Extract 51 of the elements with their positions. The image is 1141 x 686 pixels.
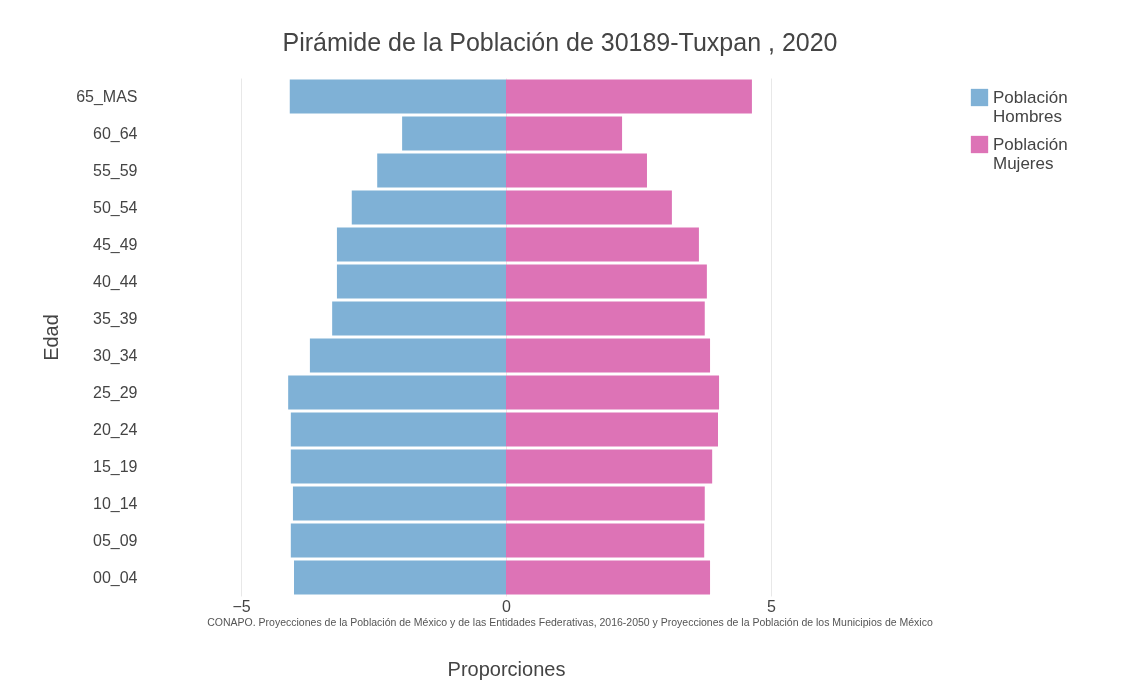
bar bbox=[290, 523, 506, 558]
bar bbox=[506, 190, 672, 225]
bar bbox=[309, 338, 506, 373]
y-tick-label: 25_29 bbox=[93, 383, 138, 402]
bar bbox=[506, 301, 705, 336]
y-tick-label: 00_04 bbox=[93, 568, 138, 587]
x-tick-label: 0 bbox=[502, 597, 512, 615]
y-tick-label: 40_44 bbox=[93, 272, 138, 291]
y-tick-label: 20_24 bbox=[93, 420, 138, 439]
bar bbox=[506, 338, 711, 373]
bar bbox=[288, 375, 506, 410]
bar bbox=[506, 412, 718, 447]
y-tick-label: 15_19 bbox=[93, 457, 138, 476]
bar bbox=[290, 449, 506, 484]
bar bbox=[336, 264, 506, 299]
x-tick-label: −5 bbox=[232, 597, 251, 615]
chart-title: Pirámide de la Población de 30189-Tuxpan , 2020 bbox=[282, 28, 838, 56]
bar bbox=[506, 560, 711, 595]
bar bbox=[336, 227, 506, 262]
y-axis-title: Edad bbox=[40, 314, 63, 361]
y-tick-label: 45_49 bbox=[93, 235, 138, 254]
x-axis-title: Proporciones bbox=[447, 657, 566, 680]
bar bbox=[506, 449, 713, 484]
y-tick-label: 30_34 bbox=[93, 346, 138, 365]
bar bbox=[351, 190, 506, 225]
y-tick-label: 10_14 bbox=[93, 494, 138, 513]
bar bbox=[402, 116, 506, 151]
y-tick-label: 50_54 bbox=[93, 198, 138, 217]
y-tick-label: 55_59 bbox=[93, 161, 138, 180]
bar bbox=[290, 412, 506, 447]
text: CONAPO. Proyecciones de la Población de México y de las Entidades Federativas, 2016-2050 y Proyecciones de la Población de los Municipios de México bbox=[207, 616, 933, 628]
bar bbox=[506, 375, 720, 410]
y-tick-label: 05_09 bbox=[93, 531, 138, 550]
bar bbox=[292, 486, 506, 521]
x-tick-label: 5 bbox=[767, 597, 777, 615]
bar bbox=[506, 264, 707, 299]
legend-label: Población Mujeres bbox=[993, 134, 1068, 173]
bar bbox=[506, 153, 647, 188]
bar bbox=[506, 79, 752, 114]
legend-label: Población Hombres bbox=[993, 87, 1068, 126]
bar bbox=[294, 560, 506, 595]
y-tick-label: 35_39 bbox=[93, 309, 138, 328]
y-tick-label: 60_64 bbox=[93, 124, 138, 143]
bar bbox=[506, 227, 699, 262]
bar bbox=[289, 79, 506, 114]
bar bbox=[506, 523, 705, 558]
bar bbox=[506, 486, 705, 521]
bar bbox=[506, 116, 623, 151]
bar bbox=[377, 153, 506, 188]
bar bbox=[332, 301, 506, 336]
y-tick-label: 65_MAS bbox=[76, 87, 138, 106]
